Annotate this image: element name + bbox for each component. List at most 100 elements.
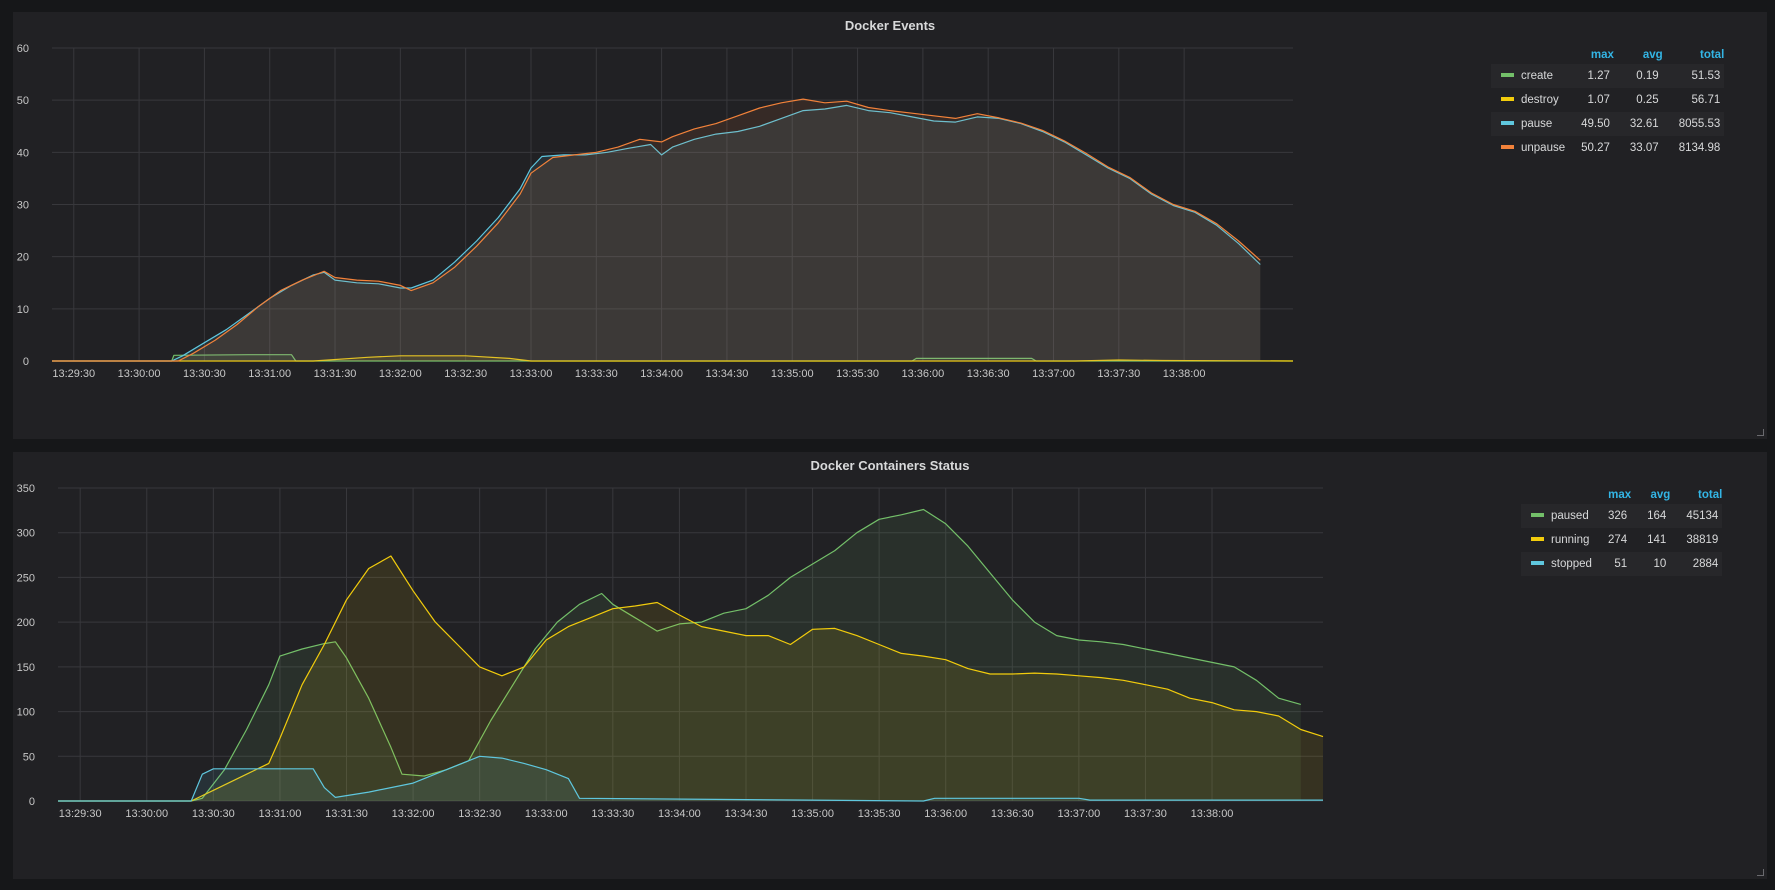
legend-series-name[interactable]: running: [1551, 534, 1590, 546]
legend-value-avg: 164: [1631, 504, 1671, 528]
x-tick-label: 13:38:00: [1163, 368, 1206, 380]
x-tick-label: 13:31:00: [248, 368, 291, 380]
panel-resize-handle[interactable]: [1757, 869, 1764, 876]
legend-value-total: 8134.98: [1678, 142, 1721, 154]
x-tick-label: 13:32:00: [379, 368, 422, 380]
x-tick-label: 13:30:00: [125, 808, 168, 820]
legend-value-total: 2884: [1670, 552, 1723, 576]
x-tick-label: 13:34:30: [725, 808, 768, 820]
legend-value-max: 274: [1607, 534, 1628, 546]
x-tick-label: 13:35:00: [791, 808, 834, 820]
legend-row-paused[interactable]: paused 326 164 45134: [1521, 504, 1723, 528]
series-area-stopped: [58, 756, 1323, 801]
y-tick-label: 100: [17, 707, 35, 719]
x-tick-label: 13:35:00: [771, 368, 814, 380]
y-tick-label: 30: [17, 200, 29, 212]
y-tick-label: 20: [17, 252, 29, 264]
docker-events-legend: max avg total create 1.27 0.19 51.53 destroy 1.0…: [1491, 46, 1725, 160]
legend-header-total[interactable]: total: [1699, 49, 1725, 61]
y-tick-label: 0: [23, 356, 29, 368]
x-tick-label: 13:30:30: [192, 808, 235, 820]
x-tick-label: 13:38:00: [1191, 808, 1234, 820]
y-tick-label: 0: [29, 796, 35, 808]
series-area-create: [52, 354, 1293, 361]
x-tick-label: 13:33:30: [575, 368, 618, 380]
legend-value-avg: 141: [1647, 534, 1667, 546]
legend-row-create[interactable]: create 1.27 0.19 51.53: [1491, 64, 1725, 88]
legend-value-max: 1.27: [1565, 64, 1614, 88]
docker-events-title: Docker Events: [844, 18, 936, 33]
legend-value-avg: 0.25: [1636, 94, 1659, 106]
series-area-destroy: [52, 355, 1293, 361]
y-tick-label: 50: [17, 95, 29, 107]
series-line-pause[interactable]: [52, 104, 1261, 362]
legend-row-pause[interactable]: pause 49.50 32.61 8055.53: [1491, 112, 1725, 136]
legend-value-avg: 0.19: [1613, 64, 1663, 88]
legend-row-running[interactable]: running 274 141 38819: [1521, 528, 1722, 552]
panel-resize-handle[interactable]: [1757, 429, 1764, 436]
x-tick-label: 13:32:30: [458, 808, 501, 820]
legend-value-total: 38819: [1686, 534, 1719, 546]
x-tick-label: 13:35:30: [836, 368, 879, 380]
legend-series-name[interactable]: create: [1521, 70, 1553, 82]
x-tick-label: 13:30:00: [118, 368, 161, 380]
legend-header-total[interactable]: total: [1698, 489, 1723, 501]
docker-containers-status-panel: Docker Containers Status 0 50 100 150 200 250…: [13, 452, 1767, 879]
x-tick-label: 13:35:30: [858, 808, 901, 820]
y-tick-label: 60: [17, 43, 29, 55]
legend-value-total: 56.71: [1691, 94, 1721, 106]
series-line-destroy[interactable]: [52, 355, 1294, 362]
x-tick-label: 13:34:30: [706, 368, 749, 380]
series-area-pause: [52, 105, 1261, 362]
y-tick-label: 150: [17, 662, 35, 674]
legend-value-max: 1.07: [1587, 94, 1610, 106]
docker-events-panel: Docker Events 0 10 20 30 40 50 60 13:29:30 13:30…: [13, 12, 1767, 439]
legend-row-stopped[interactable]: stopped 51 10 2884: [1521, 552, 1723, 576]
legend-swatch: [1531, 536, 1544, 541]
series-area-unpause: [52, 99, 1261, 361]
legend-header-max[interactable]: max: [1608, 489, 1632, 501]
legend-row-destroy[interactable]: destroy 1.07 0.25 56.71: [1491, 88, 1724, 112]
x-tick-label: 13:34:00: [658, 808, 701, 820]
legend-table: max avg total paused 326 164 45134 running 274 14…: [1521, 486, 1723, 576]
legend-header-avg[interactable]: avg: [1642, 49, 1663, 61]
legend-series-name[interactable]: stopped: [1551, 558, 1592, 570]
y-tick-label: 50: [23, 751, 35, 763]
legend-series-name[interactable]: destroy: [1521, 94, 1559, 106]
series-line-running[interactable]: [58, 555, 1324, 802]
series-line-paused[interactable]: [58, 508, 1301, 802]
legend-swatch: [1501, 72, 1514, 77]
x-tick-label: 13:37:30: [1097, 368, 1140, 380]
legend-value-total: 51.53: [1662, 64, 1725, 88]
legend-series-name[interactable]: paused: [1551, 510, 1589, 522]
legend-series-name[interactable]: pause: [1521, 118, 1553, 130]
legend-row-unpause[interactable]: unpause 50.27 33.07 8134.98: [1491, 136, 1724, 160]
legend-value-total: 45134: [1670, 504, 1723, 528]
legend-table: max avg total create 1.27 0.19 51.53 destroy 1.0…: [1491, 46, 1725, 160]
y-tick-label: 350: [17, 483, 35, 495]
grid: [52, 47, 1293, 362]
x-tick-label: 13:31:30: [325, 808, 368, 820]
x-tick-label: 13:34:00: [640, 368, 683, 380]
x-tick-label: 13:33:00: [510, 368, 553, 380]
series-area-paused: [58, 509, 1301, 801]
x-tick-label: 13:31:30: [314, 368, 357, 380]
legend-header-max[interactable]: max: [1590, 49, 1614, 61]
legend-swatch: [1531, 512, 1544, 517]
grid: [58, 487, 1323, 802]
y-tick-label: 40: [17, 147, 29, 159]
series-line-stopped[interactable]: [58, 755, 1323, 802]
legend-value-avg: 33.07: [1629, 142, 1659, 154]
docker-containers-status-chart[interactable]: 0 50 100 150 200 250 300 350 13:29:30 13:30:00 13:…: [13, 452, 1767, 879]
legend-value-max: 50.27: [1581, 142, 1610, 154]
docker-events-chart[interactable]: 0 10 20 30 40 50 60 13:29:30 13:30:00 13:30:30 13:…: [13, 12, 1767, 439]
legend-value-avg: 32.61: [1613, 112, 1663, 136]
x-tick-label: 13:37:00: [1057, 808, 1100, 820]
x-tick-label: 13:37:30: [1124, 808, 1167, 820]
x-tick-label: 13:31:00: [259, 808, 302, 820]
legend-series-name[interactable]: unpause: [1521, 142, 1566, 154]
series-line-unpause[interactable]: [52, 98, 1261, 362]
legend-swatch: [1501, 144, 1514, 149]
x-tick-label: 13:37:00: [1032, 368, 1075, 380]
legend-header-avg[interactable]: avg: [1650, 489, 1671, 501]
